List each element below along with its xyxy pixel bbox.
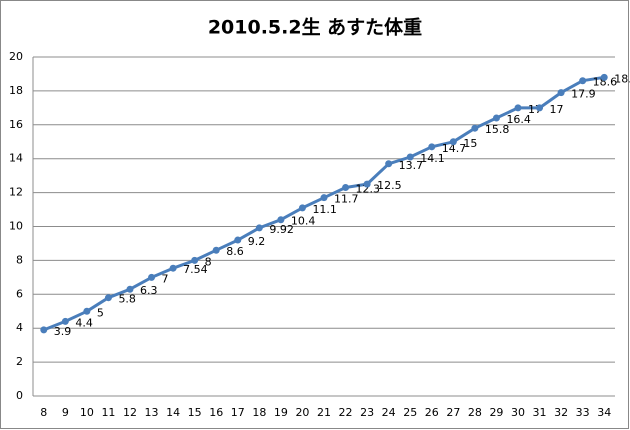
data-point bbox=[428, 143, 436, 151]
x-tick-label: 8 bbox=[40, 406, 47, 419]
x-tick-label: 25 bbox=[403, 406, 417, 419]
x-tick-label: 21 bbox=[317, 406, 331, 419]
x-tick-label: 19 bbox=[274, 406, 288, 419]
data-point bbox=[342, 184, 350, 192]
x-tick-label: 15 bbox=[188, 406, 202, 419]
data-point bbox=[126, 285, 134, 293]
data-label: 15 bbox=[463, 137, 477, 150]
data-point bbox=[579, 77, 587, 85]
y-tick-label: 12 bbox=[9, 186, 23, 199]
data-label: 9.92 bbox=[269, 223, 294, 236]
y-tick-label: 10 bbox=[9, 220, 23, 233]
data-label: 10.4 bbox=[291, 215, 316, 228]
x-tick-label: 31 bbox=[533, 406, 547, 419]
data-point bbox=[212, 246, 220, 254]
data-label: 8.6 bbox=[226, 245, 244, 258]
data-point bbox=[83, 307, 91, 315]
data-label: 4.4 bbox=[75, 316, 93, 329]
data-point bbox=[61, 317, 69, 325]
data-label: 3.9 bbox=[54, 325, 72, 338]
data-point bbox=[277, 216, 285, 224]
data-label: 17.9 bbox=[571, 88, 596, 101]
x-tick-label: 26 bbox=[425, 406, 439, 419]
data-point bbox=[385, 160, 393, 168]
y-tick-label: 2 bbox=[16, 355, 23, 368]
y-tick-label: 16 bbox=[9, 118, 23, 131]
data-point bbox=[363, 180, 371, 188]
data-label: 16.4 bbox=[506, 113, 531, 126]
data-label: 15.8 bbox=[485, 123, 510, 136]
data-label: 5.8 bbox=[118, 293, 136, 306]
x-tick-label: 22 bbox=[339, 406, 353, 419]
x-tick-label: 24 bbox=[382, 406, 396, 419]
data-point bbox=[169, 264, 177, 272]
data-label: 5 bbox=[97, 306, 104, 319]
data-label: 8 bbox=[205, 255, 212, 268]
y-tick-label: 6 bbox=[16, 287, 23, 300]
x-tick-label: 28 bbox=[468, 406, 482, 419]
data-point bbox=[471, 124, 479, 132]
data-point bbox=[514, 104, 522, 112]
data-label: 11.7 bbox=[334, 193, 359, 206]
y-tick-label: 4 bbox=[16, 321, 23, 334]
chart-title: 2010.5.2生 あすた体重 bbox=[208, 16, 422, 39]
data-label: 14.1 bbox=[420, 152, 445, 165]
data-label: 14.7 bbox=[442, 142, 467, 155]
x-tick-label: 23 bbox=[360, 406, 374, 419]
data-label: 13.7 bbox=[399, 159, 424, 172]
data-label: 18.6 bbox=[593, 76, 618, 89]
x-tick-label: 17 bbox=[231, 406, 245, 419]
data-label: 12.3 bbox=[356, 183, 381, 196]
data-point bbox=[298, 204, 306, 212]
y-tick-label: 14 bbox=[9, 152, 23, 165]
data-point bbox=[536, 104, 544, 112]
data-point bbox=[104, 294, 112, 302]
data-point bbox=[449, 138, 457, 146]
data-point bbox=[40, 326, 48, 334]
data-point bbox=[234, 236, 242, 244]
y-tick-label: 8 bbox=[16, 253, 23, 266]
x-tick-label: 14 bbox=[166, 406, 180, 419]
data-point bbox=[600, 73, 608, 81]
x-tick-label: 12 bbox=[123, 406, 137, 419]
y-tick-label: 20 bbox=[9, 50, 23, 63]
x-tick-label: 11 bbox=[101, 406, 115, 419]
data-point bbox=[191, 256, 199, 264]
data-label: 18.8 bbox=[614, 72, 630, 85]
data-label: 11.1 bbox=[312, 203, 337, 216]
data-label: 17 bbox=[550, 103, 564, 116]
x-tick-label: 13 bbox=[145, 406, 159, 419]
x-tick-label: 27 bbox=[446, 406, 460, 419]
data-point bbox=[492, 114, 500, 122]
x-tick-label: 16 bbox=[209, 406, 223, 419]
data-label: 7 bbox=[162, 272, 169, 285]
x-tick-label: 10 bbox=[80, 406, 94, 419]
data-label: 7.54 bbox=[183, 263, 208, 276]
y-tick-label: 18 bbox=[9, 84, 23, 97]
x-tick-label: 18 bbox=[252, 406, 266, 419]
data-label: 12.5 bbox=[377, 179, 402, 192]
data-label: 9.2 bbox=[248, 235, 266, 248]
x-tick-label: 34 bbox=[597, 406, 611, 419]
x-tick-label: 9 bbox=[62, 406, 69, 419]
x-tick-label: 30 bbox=[511, 406, 525, 419]
data-label: 6.3 bbox=[140, 284, 158, 297]
data-point bbox=[406, 153, 414, 161]
x-tick-label: 33 bbox=[576, 406, 590, 419]
x-tick-label: 32 bbox=[554, 406, 568, 419]
data-point bbox=[320, 194, 328, 202]
data-point bbox=[557, 89, 565, 97]
x-tick-label: 29 bbox=[489, 406, 503, 419]
data-point bbox=[148, 273, 156, 281]
x-tick-label: 20 bbox=[295, 406, 309, 419]
y-tick-label: 0 bbox=[16, 389, 23, 402]
data-point bbox=[255, 224, 263, 232]
